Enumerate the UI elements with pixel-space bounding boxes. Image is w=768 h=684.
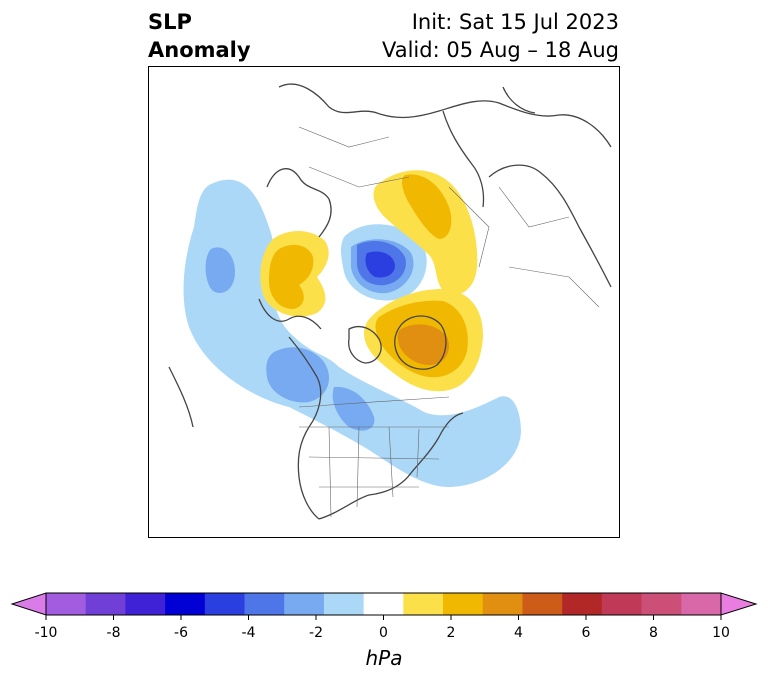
europe-gold-anomaly bbox=[269, 244, 314, 309]
colorbar-tick-label: 8 bbox=[649, 625, 658, 641]
map-dates: Init: Sat 15 Jul 2023 Valid: 05 Aug – 18… bbox=[382, 8, 619, 64]
map-canvas bbox=[168, 83, 612, 520]
colorbar-segment bbox=[165, 593, 206, 615]
siberia-positive-anomaly bbox=[373, 170, 478, 295]
colorbar-tick-label: -2 bbox=[309, 625, 323, 641]
colorbar-segment bbox=[522, 593, 563, 615]
colorbar-segment bbox=[284, 593, 325, 615]
colorbar-tick-label: 4 bbox=[514, 625, 523, 641]
colorbar-ticks bbox=[45, 615, 722, 620]
colorbar-tick-label: -8 bbox=[106, 625, 121, 641]
colorbar-tick-label: 0 bbox=[379, 625, 388, 641]
colorbar-extend-min bbox=[10, 592, 47, 616]
map-title: SLP Anomaly bbox=[148, 8, 251, 64]
colorbar-segment bbox=[244, 593, 285, 615]
colorbar-segment bbox=[204, 593, 246, 615]
valid-range: Valid: 05 Aug – 18 Aug bbox=[381, 38, 619, 62]
colorbar-segment bbox=[681, 593, 722, 615]
greenland-orange-anomaly bbox=[397, 324, 449, 365]
colorbar-segment bbox=[562, 593, 603, 615]
colorbar-segment bbox=[323, 593, 365, 615]
colorbar-segment bbox=[85, 593, 126, 615]
siberia-gold-anomaly bbox=[402, 174, 452, 239]
colorbar-segment bbox=[601, 593, 643, 615]
colorbar-tick-label: -10 bbox=[34, 625, 58, 641]
title-variable: SLP bbox=[148, 10, 192, 34]
colorbar-tick-label: -6 bbox=[174, 625, 188, 641]
colorbar-segment bbox=[363, 593, 404, 615]
pacific-mid-anomaly bbox=[205, 247, 235, 293]
colorbar-segments bbox=[10, 592, 758, 616]
borders bbox=[298, 126, 600, 518]
init-date: Init: Sat 15 Jul 2023 bbox=[411, 10, 619, 34]
colorbar-segment bbox=[482, 593, 523, 615]
colorbar-tick-label: 6 bbox=[581, 625, 591, 641]
colorbar-segment bbox=[46, 593, 87, 615]
arctic-core-anomaly bbox=[365, 251, 395, 278]
colorbar-segment bbox=[403, 593, 444, 615]
canada-mid-anomaly bbox=[332, 386, 375, 431]
colorbar-tick-label: -4 bbox=[241, 625, 256, 641]
colorbar bbox=[10, 592, 758, 620]
alaska-mid-anomaly bbox=[266, 347, 329, 403]
colorbar-segment bbox=[443, 593, 484, 615]
colorbar-segment bbox=[125, 593, 166, 615]
title-anomaly: Anomaly bbox=[148, 38, 251, 62]
colorbar-segment bbox=[641, 593, 682, 615]
colorbar-extend-max bbox=[720, 592, 758, 616]
slp-anomaly-map bbox=[148, 66, 620, 538]
colorbar-unit: hPa bbox=[365, 646, 403, 670]
colorbar-tick-label: 10 bbox=[712, 625, 730, 641]
colorbar-tick-label: 2 bbox=[446, 625, 456, 641]
